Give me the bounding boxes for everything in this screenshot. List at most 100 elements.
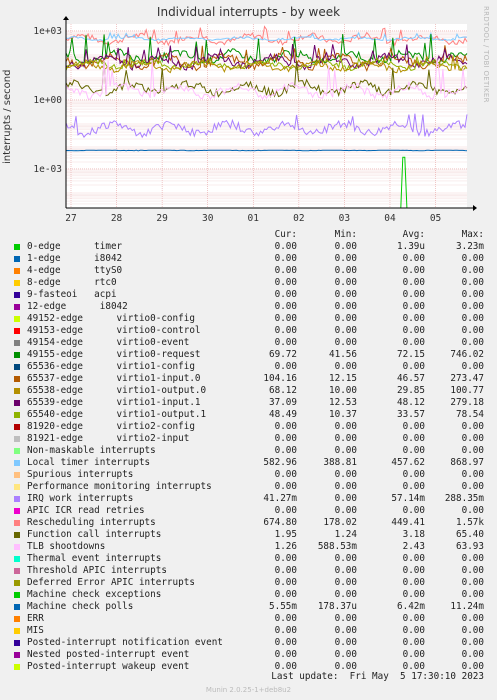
legend-swatch bbox=[14, 412, 20, 418]
series-line bbox=[65, 58, 468, 101]
legend-avg: 0.00 bbox=[402, 577, 425, 588]
legend-avg: 0.00 bbox=[402, 469, 425, 480]
legend-swatch bbox=[14, 256, 20, 262]
legend-min: 0.00 bbox=[334, 241, 357, 252]
legend-min: 0.00 bbox=[334, 313, 357, 324]
legend-max: 0.00 bbox=[461, 565, 484, 576]
legend-swatch bbox=[14, 316, 20, 322]
series-line bbox=[65, 43, 468, 72]
legend-min: 388.81 bbox=[323, 457, 357, 468]
legend-swatch bbox=[14, 448, 20, 454]
legend-cur: 0.00 bbox=[274, 289, 297, 300]
legend-max: 65.40 bbox=[456, 529, 484, 540]
series-line bbox=[65, 149, 468, 152]
x-tick-label: 03 bbox=[339, 213, 350, 224]
legend-name: 49152-edge virtio0-config bbox=[27, 313, 195, 324]
legend-avg: 2.43 bbox=[402, 541, 425, 552]
legend-max: 746.02 bbox=[450, 349, 484, 360]
legend-name: 65536-edge virtio1-config bbox=[27, 361, 195, 372]
legend-avg: 0.00 bbox=[402, 613, 425, 624]
legend-min: 0.00 bbox=[334, 577, 357, 588]
legend-avg: 0.00 bbox=[402, 361, 425, 372]
legend-min: 0.00 bbox=[334, 337, 357, 348]
x-tick-label: 30 bbox=[202, 213, 214, 224]
legend-avg: 0.00 bbox=[402, 337, 425, 348]
last-update: Last update: Fri May 5 17:30:10 2023 bbox=[271, 671, 484, 682]
legend-name: 1-edge i8042 bbox=[27, 253, 123, 264]
legend-name: APIC ICR read retries bbox=[27, 505, 145, 516]
x-tick-label: 28 bbox=[111, 213, 123, 224]
legend-avg: 0.00 bbox=[402, 625, 425, 636]
rrdtool-credit: RRDTOOL / TOBI OETIKER bbox=[482, 6, 490, 103]
legend-name: IRQ work interrupts bbox=[27, 493, 134, 504]
legend-cur: 5.55m bbox=[269, 601, 297, 612]
legend-name: 81921-edge virtio2-input bbox=[27, 433, 190, 444]
legend-name: 49153-edge virtio0-control bbox=[27, 325, 201, 336]
x-tick-label: 05 bbox=[430, 213, 441, 224]
legend-avg: 0.00 bbox=[402, 661, 425, 672]
y-tick-label: 1e-03 bbox=[33, 164, 62, 175]
legend-cur: 0.00 bbox=[274, 625, 297, 636]
legend-row: TLB shootdowns 1.26 588.53m 2.43 63.93 bbox=[0, 541, 497, 553]
x-tick-label: 29 bbox=[156, 213, 168, 224]
legend-swatch bbox=[14, 364, 20, 370]
series-line bbox=[65, 113, 468, 139]
legend-avg: 3.18 bbox=[402, 529, 425, 540]
legend-swatch bbox=[14, 508, 20, 514]
legend-row: Posted-interrupt notification event 0.00 0… bbox=[0, 637, 497, 649]
legend-swatch bbox=[14, 580, 20, 586]
legend-name: 65537-edge virtio1-input.0 bbox=[27, 373, 201, 384]
legend-row: Machine check polls 5.55m 178.37u 6.42m 11.2… bbox=[0, 601, 497, 613]
legend-cur: 0.00 bbox=[274, 265, 297, 276]
legend-row: Function call interrupts 1.95 1.24 3.18 65.4… bbox=[0, 529, 497, 541]
legend-swatch bbox=[14, 328, 20, 334]
x-axis-arrow bbox=[473, 205, 477, 211]
legend-min: 0.00 bbox=[334, 649, 357, 660]
legend-avg: 0.00 bbox=[402, 445, 425, 456]
legend-max: 0.00 bbox=[461, 637, 484, 648]
legend-row: Rescheduling interrupts 674.80 178.02 449.4… bbox=[0, 517, 497, 529]
legend-min: 0.00 bbox=[334, 505, 357, 516]
legend-swatch bbox=[14, 352, 20, 358]
legend-row: 65536-edge virtio1-config 0.00 0.00 0.00 0.0… bbox=[0, 361, 497, 373]
legend-swatch bbox=[14, 664, 20, 670]
y-axis-arrow bbox=[63, 16, 69, 20]
series-line bbox=[65, 56, 468, 72]
legend-avg: 0.00 bbox=[402, 481, 425, 492]
legend-name: 4-edge ttyS0 bbox=[27, 265, 123, 276]
legend-name: ERR bbox=[27, 613, 44, 624]
legend-swatch bbox=[14, 292, 20, 298]
legend-avg: 0.00 bbox=[402, 553, 425, 564]
legend-cur: 0.00 bbox=[274, 325, 297, 336]
legend-min: 0.00 bbox=[334, 289, 357, 300]
legend-cur: 1.26 bbox=[274, 541, 297, 552]
legend-max: 0.00 bbox=[461, 445, 484, 456]
legend-row: IRQ work interrupts 41.27m 0.00 57.14m 288.3… bbox=[0, 493, 497, 505]
legend-swatch bbox=[14, 436, 20, 442]
legend-row: Thermal event interrupts 0.00 0.00 0.00 0.00 bbox=[0, 553, 497, 565]
legend-min: 12.15 bbox=[329, 373, 357, 384]
legend-avg: 0.00 bbox=[402, 289, 425, 300]
legend-min: 10.00 bbox=[329, 385, 357, 396]
legend-name: 0-edge timer bbox=[27, 241, 123, 252]
legend-row: 9-fasteoi acpi 0.00 0.00 0.00 0.00 bbox=[0, 289, 497, 301]
legend-max: 0.00 bbox=[461, 325, 484, 336]
legend-swatch bbox=[14, 520, 20, 526]
legend-swatch bbox=[14, 652, 20, 658]
legend-max: 0.00 bbox=[461, 661, 484, 672]
legend-min: 0.00 bbox=[334, 277, 357, 288]
legend-cur: 0.00 bbox=[274, 649, 297, 660]
legend-min: 0.00 bbox=[334, 433, 357, 444]
legend-min: 0.00 bbox=[334, 613, 357, 624]
legend-swatch bbox=[14, 592, 20, 598]
legend-swatch bbox=[14, 628, 20, 634]
legend-cur: 0.00 bbox=[274, 277, 297, 288]
legend-min: 0.00 bbox=[334, 493, 357, 504]
legend-min: 1.24 bbox=[334, 529, 357, 540]
legend-cur: 0.00 bbox=[274, 421, 297, 432]
legend-cur: 37.09 bbox=[269, 397, 297, 408]
legend-row: 65538-edge virtio1-output.0 68.12 10.00 29.… bbox=[0, 385, 497, 397]
legend-max: 0.00 bbox=[461, 505, 484, 516]
legend-cur: 0.00 bbox=[274, 361, 297, 372]
legend-cur: 0.00 bbox=[274, 553, 297, 564]
